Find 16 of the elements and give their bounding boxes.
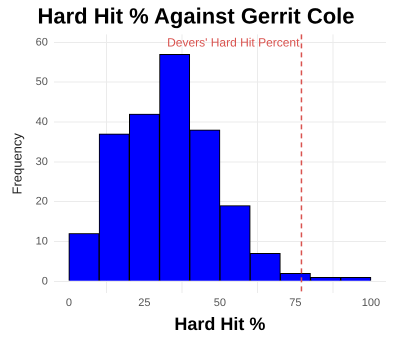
x-tick-label: 0 <box>66 296 72 309</box>
y-tick-label: 60 <box>36 36 48 48</box>
y-axis-title: Frequency <box>9 132 24 195</box>
x-tick-label: 50 <box>214 296 226 309</box>
y-tick-label: 50 <box>36 76 48 88</box>
x-tick-label: 100 <box>362 296 380 309</box>
y-tick-label: 10 <box>36 235 48 248</box>
y-tick-label: 40 <box>36 116 48 128</box>
ref-line-label: Devers' Hard Hit Percent <box>167 36 300 50</box>
x-tick-label: 75 <box>289 296 302 309</box>
y-tick-label: 0 <box>42 275 48 288</box>
y-tick-label: 30 <box>36 156 48 168</box>
x-axis-title: Hard Hit % <box>174 314 266 334</box>
x-tick-label: 25 <box>138 296 151 309</box>
y-tick-label: 20 <box>36 196 48 208</box>
chart-title: Hard Hit % Against Gerrit Cole <box>37 3 355 28</box>
